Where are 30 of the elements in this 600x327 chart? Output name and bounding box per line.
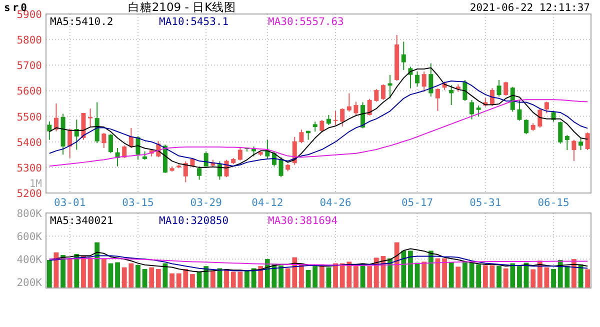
line-series: [48, 255, 588, 272]
line-series: [48, 258, 588, 266]
y-tick-label: 600K: [16, 231, 43, 244]
y-tick-label: 5300: [16, 162, 42, 174]
x-tick-label: 04-26: [320, 197, 352, 209]
y-tick-label: 5200: [16, 188, 42, 200]
text: MA30:5557.63: [268, 16, 344, 28]
x-tick-label: 04-12: [252, 197, 284, 209]
text: MA30:381694: [268, 215, 338, 227]
text: 1M: [29, 178, 42, 190]
y-tick-label: 5400: [16, 136, 42, 149]
x-tick-label: 05-17: [401, 197, 434, 209]
y-tick-label: 800K: [16, 208, 43, 220]
x-tick-label: 03-15: [122, 197, 154, 209]
y-tick-label: 400K: [16, 254, 43, 266]
text: MA10:5453.1: [159, 16, 229, 28]
y-tick-label: 5500: [16, 111, 42, 124]
text: MA10:320850: [159, 215, 229, 227]
y-tick-label: 200K: [16, 277, 43, 290]
y-tick-label: 5800: [16, 34, 42, 47]
text: MA5:340021: [50, 215, 114, 227]
chart-title: 白糖2109 - 日K线图: [128, 0, 236, 14]
text: MA5:5410.2: [50, 16, 114, 28]
y-tick-label: 5600: [16, 86, 42, 98]
x-tick-label: 06-15: [538, 197, 570, 209]
x-tick-label: 03-29: [190, 197, 222, 209]
x-tick-label: 05-31: [470, 197, 502, 209]
chart-subtitle: 2021-06-22 12:11:37: [470, 2, 590, 14]
x-tick-label: 03-01: [54, 197, 86, 209]
y-tick-label: 5700: [16, 60, 42, 72]
